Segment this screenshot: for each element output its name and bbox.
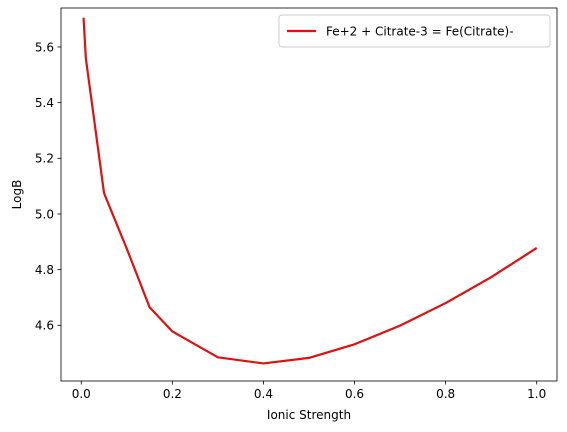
legend: Fe+2 + Citrate-3 = Fe(Citrate)-: [278, 14, 551, 48]
x-tick-label: 1.0: [527, 387, 546, 401]
y-axis-label: LogB: [10, 180, 24, 210]
y-axis: 4.6 4.8 5.0 5.2 5.4 5.6: [35, 40, 61, 333]
legend-box: [278, 14, 551, 48]
y-tick-label: 4.6: [35, 319, 54, 333]
x-tick-label: 0.6: [345, 387, 364, 401]
y-tick-label: 5.4: [35, 96, 54, 110]
y-tick-label: 5.6: [35, 40, 54, 54]
plot-area: [61, 8, 557, 381]
y-tick-label: 4.8: [35, 263, 54, 277]
legend-label: Fe+2 + Citrate-3 = Fe(Citrate)-: [326, 25, 514, 39]
y-tick-label: 5.2: [35, 152, 54, 166]
x-tick-label: 0.4: [254, 387, 273, 401]
series-layer: [82, 17, 538, 365]
x-axis-label: Ionic Strength: [267, 408, 351, 422]
plot-frame: [60, 7, 558, 382]
x-tick-label: 0.8: [436, 387, 455, 401]
x-tick-label: 0.2: [163, 387, 182, 401]
y-tick-label: 5.0: [35, 207, 54, 221]
x-tick-label: 0.0: [72, 387, 91, 401]
series-line: [82, 17, 538, 365]
x-axis: 0.0 0.2 0.4 0.6 0.8 1.0: [72, 381, 546, 401]
